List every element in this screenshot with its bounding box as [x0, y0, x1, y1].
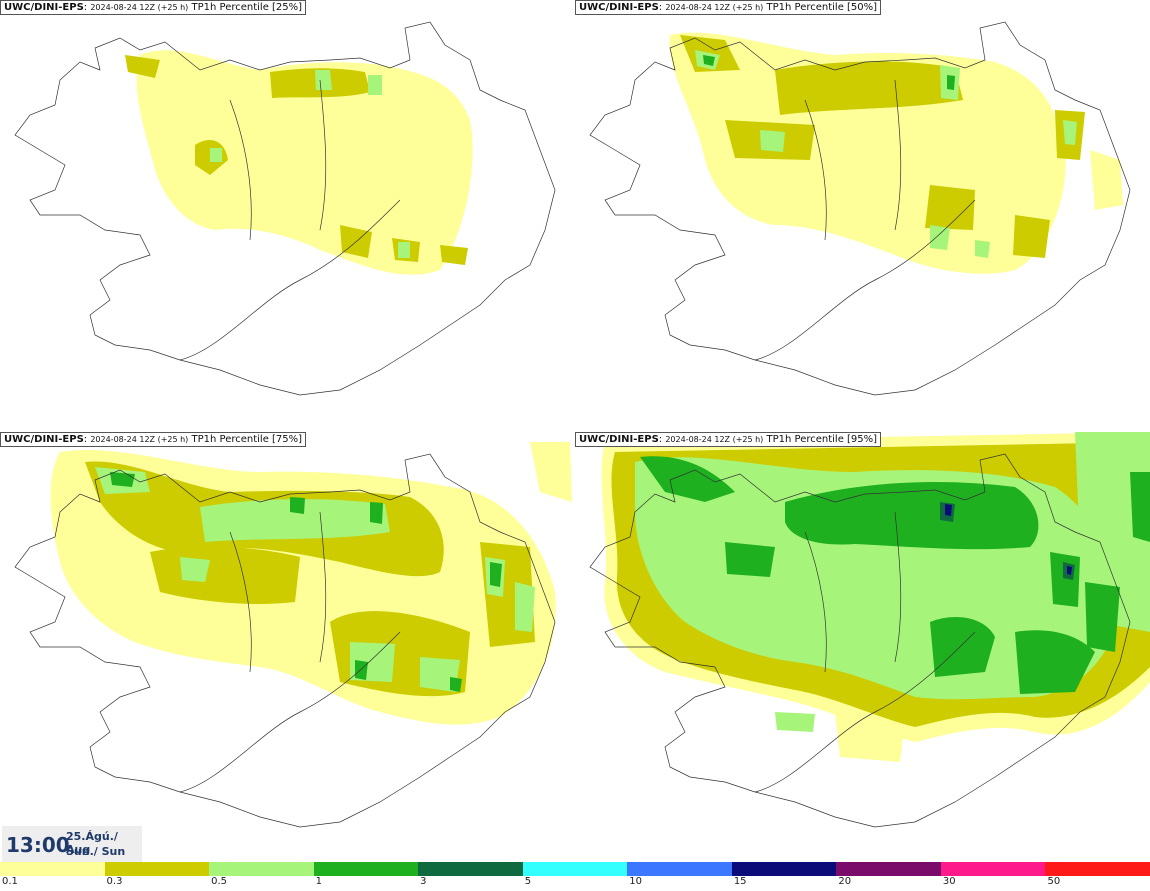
- coastline: [14, 21, 556, 396]
- field-name: TP1h Percentile [75%]: [191, 434, 303, 445]
- run-time: 2024-08-24 12Z (+25 h): [90, 435, 189, 444]
- precip-shading: [669, 32, 1123, 274]
- run-time: 2024-08-24 12Z (+25 h): [90, 3, 189, 12]
- colorbar-tick-label: 50: [1047, 876, 1061, 887]
- panel-title: UWC/DINI-EPS: 2024-08-24 12Z (+25 h) TP1…: [0, 432, 307, 447]
- valid-date: 25.Ágú./ Aug: [66, 830, 118, 856]
- run-time: 2024-08-24 12Z (+25 h): [665, 435, 764, 444]
- coastline: [589, 21, 1131, 396]
- precip-map: [14, 442, 572, 828]
- colorbar-segment: [418, 862, 524, 876]
- precip-map: [589, 432, 1150, 828]
- colorbar-segment: [522, 862, 628, 876]
- colorbar-tick-label: 0.1: [2, 876, 18, 887]
- valid-time-box: 13:00 25.Ágú./ Aug Sun./ Sun: [2, 826, 142, 862]
- colorbar-segment: [0, 862, 105, 876]
- panel-title: UWC/DINI-EPS: 2024-08-24 12Z (+25 h) TP1…: [0, 0, 307, 15]
- precip-shading: [125, 50, 473, 275]
- colorbar-tick-label: 30: [942, 876, 956, 887]
- run-time: 2024-08-24 12Z (+25 h): [665, 3, 764, 12]
- map-panel-95: UWC/DINI-EPS: 2024-08-24 12Z (+25 h) TP1…: [575, 432, 1150, 862]
- coastline: [14, 453, 556, 828]
- field-name: TP1h Percentile [25%]: [191, 2, 303, 13]
- valid-time-clock: 13:00: [6, 833, 70, 857]
- colorbar-tick-label: 3: [420, 876, 427, 887]
- colorbar-segment: [104, 862, 210, 876]
- colorbar-tick-label: 1: [315, 876, 322, 887]
- colorbar-segment: [313, 862, 419, 876]
- panel-title: UWC/DINI-EPS: 2024-08-24 12Z (+25 h) TP1…: [575, 432, 882, 447]
- colorbar-tick-label: 5: [524, 876, 532, 887]
- model-name: UWC/DINI-EPS: [579, 2, 659, 13]
- colorbar-segment: [1045, 862, 1150, 876]
- colorbar-tick-label: 15: [733, 876, 747, 887]
- model-name: UWC/DINI-EPS: [4, 434, 84, 445]
- panel-title: UWC/DINI-EPS: 2024-08-24 12Z (+25 h) TP1…: [575, 0, 882, 15]
- map-panel-50: UWC/DINI-EPS: 2024-08-24 12Z (+25 h) TP1…: [575, 0, 1150, 430]
- colorbar-tick-label: 10: [629, 876, 642, 887]
- colorbar-segment: [627, 862, 733, 876]
- model-name: UWC/DINI-EPS: [579, 434, 659, 445]
- colorbar-segment: [940, 862, 1046, 876]
- colorbar-tick-label: 20: [838, 876, 852, 887]
- map-panel-25: UWC/DINI-EPS: 2024-08-24 12Z (+25 h) TP1…: [0, 0, 575, 430]
- colorbar-segment: [836, 862, 942, 876]
- precip-shading: [601, 432, 1150, 762]
- precip-map: [14, 21, 556, 396]
- colorbar-segment: [209, 862, 315, 876]
- field-name: TP1h Percentile [50%]: [766, 2, 878, 13]
- colorbar-tick-label: 0.5: [211, 876, 227, 887]
- precip-shading: [50, 442, 572, 725]
- map-panel-75: UWC/DINI-EPS: 2024-08-24 12Z (+25 h) TP1…: [0, 432, 575, 862]
- field-name: TP1h Percentile [95%]: [766, 434, 878, 445]
- coastline: [589, 453, 1131, 828]
- colorbar-tick-label: 0.3: [106, 876, 123, 887]
- precip-map: [589, 21, 1131, 396]
- colorbar: [0, 862, 1150, 876]
- model-name: UWC/DINI-EPS: [4, 2, 84, 13]
- valid-day: Sun./ Sun: [66, 845, 126, 858]
- colorbar-segment: [731, 862, 837, 876]
